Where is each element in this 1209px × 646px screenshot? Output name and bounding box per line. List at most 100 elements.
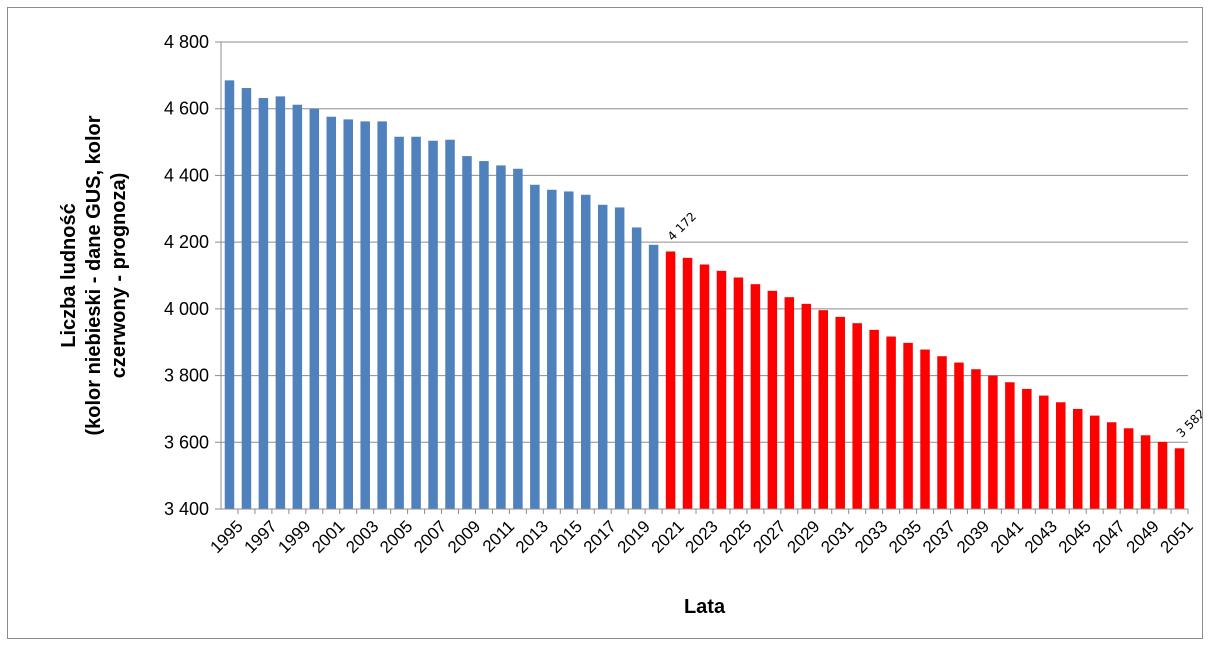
- y-tick-label: 4 200: [164, 232, 209, 252]
- bar-2040: [988, 375, 998, 509]
- data-label-2021: 4 172: [665, 209, 699, 243]
- bar-2050: [1157, 441, 1168, 509]
- y-tick-label: 4 600: [164, 99, 209, 119]
- bar-2029: [801, 303, 812, 509]
- bar-2022: [682, 257, 693, 509]
- bar-2002: [343, 119, 353, 509]
- bar-2037: [937, 356, 947, 509]
- bar-2041: [1005, 382, 1015, 509]
- bar-2013: [530, 184, 540, 510]
- bar-2021: [665, 251, 676, 510]
- bar-2051: [1174, 448, 1185, 509]
- x-tick-label: 2037: [919, 517, 959, 557]
- x-tick-label: 2019: [614, 517, 654, 557]
- x-tick-label: 2009: [444, 517, 484, 557]
- x-tick-label: 2005: [376, 517, 416, 557]
- bars: [224, 80, 1185, 510]
- bar-2000: [309, 108, 320, 509]
- bar-2044: [1056, 402, 1066, 509]
- y-axis-title-line: (kolor niebieski - dane GUS, kolor: [83, 115, 105, 435]
- bar-2033: [869, 329, 879, 509]
- y-axis-title-line: czerwony - prognoza): [108, 173, 130, 379]
- bar-2031: [835, 316, 845, 509]
- y-tick-label: 3 600: [164, 432, 209, 452]
- bar-2027: [767, 290, 778, 509]
- bar-2032: [852, 323, 862, 509]
- x-tick-label: 2031: [817, 517, 857, 557]
- x-tick-label: 2025: [715, 517, 755, 557]
- bar-2005: [394, 136, 404, 509]
- bar-2010: [479, 161, 489, 509]
- bar-2038: [954, 362, 964, 509]
- bar-2039: [971, 369, 981, 509]
- bar-2006: [411, 136, 421, 509]
- y-tick-label: 4 400: [164, 165, 209, 185]
- x-tick-labels: 1995199719992001200320052007200920112013…: [207, 517, 1197, 557]
- bar-2004: [377, 121, 387, 509]
- x-tick-label: 2043: [1021, 517, 1061, 557]
- bar-2025: [733, 277, 744, 509]
- x-tick-label: 2023: [682, 517, 722, 557]
- y-axis-title-line: Liczba ludność: [58, 203, 80, 347]
- bar-1995: [224, 80, 235, 509]
- bar-2049: [1140, 435, 1151, 509]
- bar-2008: [445, 139, 455, 509]
- axes: [215, 41, 1189, 514]
- bar-1998: [275, 96, 286, 510]
- bar-2003: [360, 121, 370, 509]
- bar-2036: [920, 349, 930, 509]
- bar-2011: [496, 165, 506, 509]
- bar-2034: [886, 336, 896, 509]
- y-tick-labels: 3 400 3 600 3 800 4 000 4 200 4 400 4 600 4 800: [164, 32, 209, 519]
- y-tick-label: 4 800: [164, 32, 209, 52]
- bar-1997: [258, 98, 269, 509]
- x-tick-label: 2027: [749, 517, 789, 557]
- bar-2030: [818, 310, 829, 509]
- data-label-2051: 3 582: [1174, 406, 1202, 440]
- x-tick-label: 1995: [207, 517, 247, 557]
- bar-2009: [462, 156, 472, 509]
- bar-2018: [614, 207, 625, 510]
- bar-2007: [428, 140, 438, 510]
- bar-2026: [750, 284, 761, 509]
- x-tick-label: 2003: [342, 517, 382, 557]
- x-tick-label: 2047: [1089, 517, 1129, 557]
- bar-2020: [648, 244, 659, 509]
- chart-frame: 3 400 3 600 3 800 4 000 4 200 4 400 4 600 4 800…: [7, 7, 1203, 639]
- bar-2046: [1089, 415, 1100, 509]
- bar-1999: [292, 104, 303, 509]
- bar-2048: [1123, 428, 1134, 509]
- x-tick-label: 2033: [851, 517, 891, 557]
- bar-2017: [597, 204, 608, 510]
- x-tick-label: 2011: [479, 517, 518, 556]
- bar-2047: [1106, 422, 1117, 509]
- bar-2042: [1022, 388, 1032, 509]
- x-tick-label: 2001: [308, 517, 348, 557]
- bar-2045: [1072, 408, 1083, 509]
- bar-2014: [547, 189, 557, 509]
- x-tick-label: 2017: [580, 517, 620, 557]
- y-tick-label: 3 800: [164, 366, 209, 386]
- bar-2035: [903, 342, 913, 509]
- x-tick-label: 1997: [240, 517, 280, 557]
- x-tick-label: 2049: [1123, 517, 1163, 557]
- bar-2012: [513, 168, 523, 509]
- x-tick-label: 2013: [512, 517, 552, 557]
- x-tick-label: 2029: [783, 517, 823, 557]
- x-tick-label: 1999: [274, 517, 314, 557]
- y-tick-label: 4 000: [164, 299, 209, 319]
- bar-2015: [564, 191, 574, 509]
- x-tick-label: 2045: [1055, 517, 1095, 557]
- x-tick-label: 2039: [953, 517, 993, 557]
- bar-2016: [580, 194, 591, 510]
- bar-2024: [716, 270, 727, 509]
- bar-2019: [631, 227, 642, 510]
- y-tick-label: 3 400: [164, 499, 209, 519]
- x-tick-label: 2007: [410, 517, 450, 557]
- bar-2043: [1039, 395, 1049, 509]
- bar-2028: [784, 297, 795, 509]
- bar-1996: [241, 88, 252, 509]
- bar-2023: [699, 264, 710, 509]
- x-tick-label: 2041: [987, 517, 1027, 557]
- x-axis-title: Lata: [684, 596, 726, 618]
